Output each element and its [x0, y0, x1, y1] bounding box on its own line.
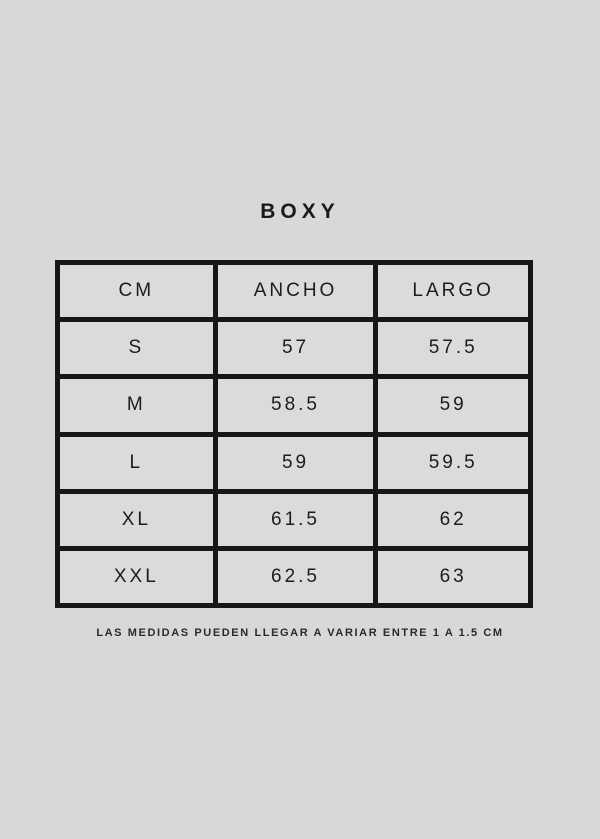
largo-cell-xxl: 63 [378, 550, 528, 603]
ancho-cell-xxl: 62.5 [217, 550, 374, 603]
size-cell-l: L [60, 436, 213, 489]
ancho-cell-m: 58.5 [217, 379, 374, 432]
size-cell-s: S [60, 322, 213, 375]
largo-cell-l: 59.5 [378, 436, 528, 489]
ancho-cell-l: 59 [217, 436, 374, 489]
ancho-cell-s: 57 [217, 322, 374, 375]
page-title: BOXY [260, 200, 340, 223]
header-cell-largo: LARGO [378, 265, 528, 318]
header-cell-ancho: ANCHO [217, 265, 374, 318]
largo-cell-s: 57.5 [378, 322, 528, 375]
largo-cell-xl: 62 [378, 493, 528, 546]
largo-cell-m: 59 [378, 379, 528, 432]
size-cell-xxl: XXL [60, 550, 213, 603]
ancho-cell-xl: 61.5 [217, 493, 374, 546]
measurement-disclaimer: LAS MEDIDAS PUEDEN LLEGAR A VARIAR ENTRE… [96, 627, 504, 639]
size-table: CM ANCHO LARGO S 57 57.5 M 58.5 59 L 59 … [55, 260, 533, 608]
header-cell-cm: CM [60, 265, 213, 318]
size-cell-xl: XL [60, 493, 213, 546]
size-cell-m: M [60, 379, 213, 432]
